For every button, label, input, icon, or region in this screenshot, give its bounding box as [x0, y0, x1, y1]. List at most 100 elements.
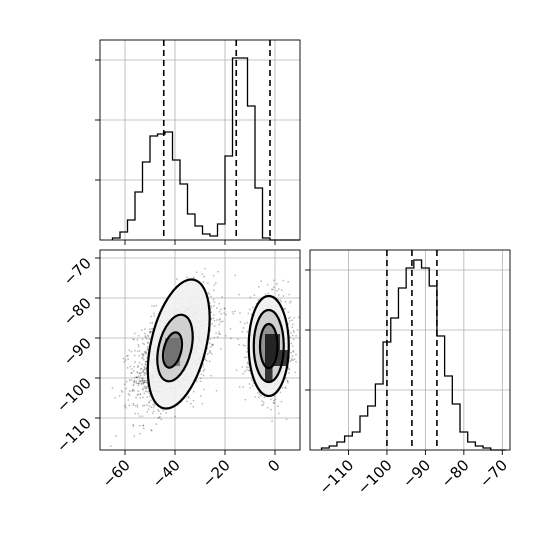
scatter-point — [289, 360, 291, 363]
scatter-point — [269, 398, 272, 401]
scatter-point — [151, 304, 153, 307]
scatter-point — [234, 274, 236, 277]
scatter-point — [213, 284, 216, 287]
scatter-point — [147, 408, 150, 411]
scatter-point — [281, 386, 284, 389]
scatter-point — [284, 387, 287, 390]
scatter-point — [145, 352, 148, 354]
scatter-point — [257, 396, 260, 399]
scatter-point — [144, 351, 147, 354]
scatter-point — [148, 401, 151, 403]
scatter-point — [93, 394, 95, 396]
scatter-point — [245, 369, 248, 371]
y-tick-label: −90 — [60, 334, 95, 369]
scatter-point — [280, 300, 283, 303]
scatter-point — [139, 374, 142, 377]
scatter-point — [135, 380, 138, 383]
scatter-point — [142, 382, 145, 384]
scatter-point — [153, 314, 156, 317]
scatter-point — [142, 424, 144, 427]
scatter-point — [210, 311, 213, 314]
scatter-point — [201, 273, 204, 276]
scatter-point — [210, 317, 213, 320]
histogram-bin — [468, 442, 476, 450]
scatter-point — [151, 322, 154, 324]
scatter-point — [141, 357, 144, 360]
scatter-point — [271, 420, 273, 422]
scatter-point — [279, 391, 282, 394]
scatter-point — [150, 315, 153, 318]
histogram-bin — [225, 156, 233, 240]
scatter-point — [288, 372, 290, 374]
scatter-point — [149, 395, 151, 397]
axes-frame — [99, 39, 301, 241]
scatter-point — [215, 332, 217, 335]
scatter-point — [128, 394, 131, 397]
scatter-point — [208, 293, 211, 295]
scatter-point — [277, 294, 280, 296]
scatter-point — [208, 342, 211, 345]
scatter-point — [134, 361, 137, 363]
scatter-point — [132, 425, 135, 427]
scatter-point — [257, 298, 260, 301]
scatter-point — [247, 362, 249, 365]
scatter-point — [235, 369, 238, 372]
scatter-point — [291, 358, 293, 360]
contour-line — [156, 313, 194, 383]
scatter-point — [272, 402, 275, 404]
scatter-point — [291, 319, 293, 322]
scatter-point — [155, 423, 158, 425]
scatter-point — [204, 267, 206, 270]
scatter-point — [237, 338, 239, 341]
scatter-point — [284, 377, 287, 380]
scatter-point — [136, 338, 139, 341]
joint-plot-area — [93, 250, 300, 475]
scatter-point — [159, 415, 161, 418]
scatter-point — [291, 326, 294, 329]
scatter-point — [137, 390, 140, 392]
scatter-point — [229, 328, 232, 330]
scatter-point — [157, 417, 160, 419]
scatter-point — [246, 361, 249, 364]
scatter-point — [137, 412, 140, 415]
scatter-point — [142, 358, 145, 361]
scatter-point — [291, 345, 294, 347]
scatter-point — [130, 372, 133, 374]
scatter-point — [221, 296, 223, 298]
scatter-point — [145, 367, 147, 369]
histogram-bin — [188, 214, 196, 240]
scatter-point — [199, 377, 202, 380]
scatter-point — [207, 282, 209, 284]
scatter-point — [149, 399, 152, 402]
scatter-point — [244, 344, 246, 347]
histogram-bin — [352, 432, 360, 450]
scatter-point — [143, 473, 145, 475]
histogram-bin — [445, 376, 453, 450]
scatter-point — [145, 360, 148, 363]
scatter-point — [145, 352, 147, 355]
scatter-point — [215, 307, 218, 309]
scatter-point — [218, 333, 220, 335]
scatter-point — [247, 312, 250, 315]
scatter-point — [293, 358, 296, 361]
scatter-point — [136, 382, 139, 385]
scatter-point — [134, 376, 136, 379]
histogram-bin — [329, 446, 337, 450]
scatter-point — [272, 288, 274, 291]
x-tick-label: −80 — [438, 456, 473, 491]
scatter-point — [125, 380, 128, 383]
scatter-point — [145, 379, 147, 382]
scatter-point — [251, 384, 254, 387]
scatter-point — [202, 281, 205, 283]
scatter-point — [132, 381, 135, 383]
scatter-point — [141, 338, 144, 340]
scatter-point — [248, 369, 251, 372]
scatter-point — [273, 401, 275, 404]
scatter-point — [132, 384, 135, 387]
scatter-point — [257, 286, 260, 288]
scatter-point — [259, 395, 262, 397]
scatter-point — [132, 383, 135, 386]
histogram-bin — [240, 58, 248, 240]
scatter-point — [133, 354, 136, 357]
scatter-point — [200, 395, 202, 397]
